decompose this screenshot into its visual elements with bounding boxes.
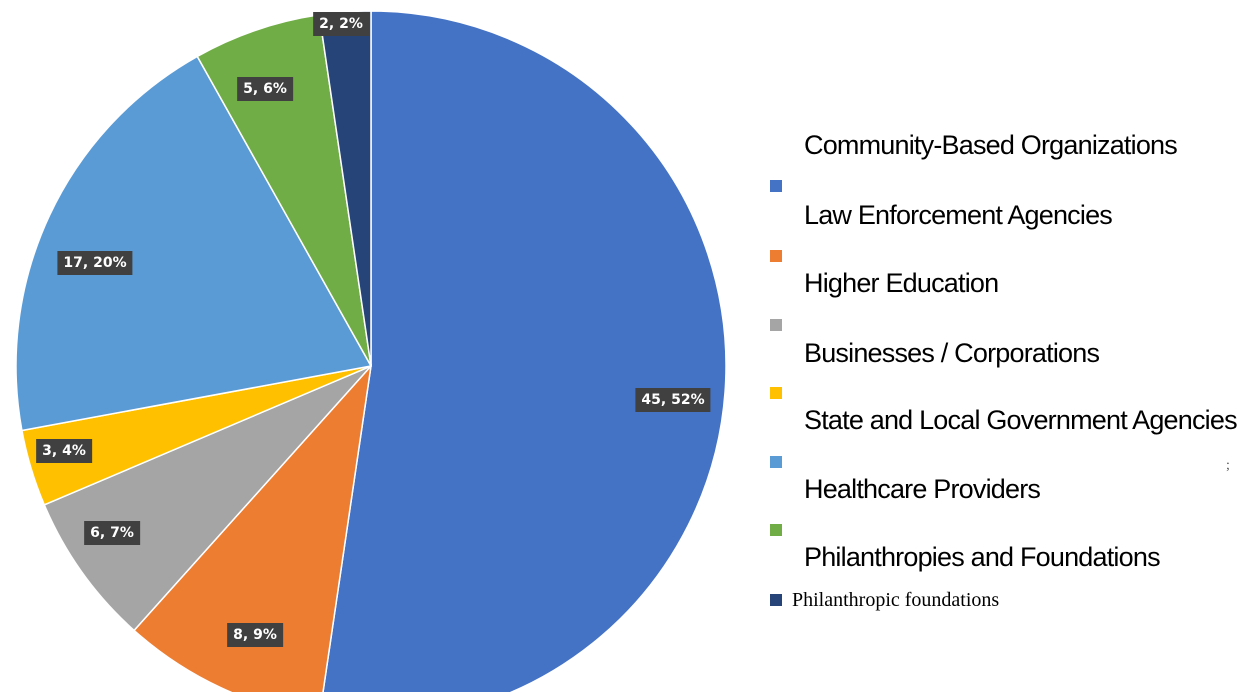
pie-slice-businesses xyxy=(43,365,372,632)
legend-label-state-local-government: State and Local Government Agencies xyxy=(804,405,1238,435)
legend-swatch-higher-education xyxy=(770,250,782,262)
data-label-state-local-government: 3, 4% xyxy=(36,439,92,463)
legend-label-healthcare: Healthcare Providers xyxy=(804,474,1041,504)
legend-swatch-businesses xyxy=(770,319,782,331)
data-label-law-enforcement: 45, 52% xyxy=(635,388,711,412)
legend-swatch-philanthropic-foundations xyxy=(770,594,782,606)
stray-mark: ; xyxy=(1226,458,1230,473)
legend-swatch-healthcare xyxy=(770,456,782,468)
data-label-businesses: 6, 7% xyxy=(84,521,140,545)
legend-label-law-enforcement: Law Enforcement Agencies xyxy=(804,200,1113,230)
data-label-healthcare: 17, 20% xyxy=(57,251,133,275)
data-label-philanthropic-foundations: 2, 2% xyxy=(313,12,369,36)
pie-chart xyxy=(15,10,727,692)
pie-slice-higher-education xyxy=(133,363,373,692)
pie-slice-law-enforcement xyxy=(322,10,727,692)
legend-label-businesses: Businesses / Corporations xyxy=(804,338,1100,368)
legend-heading: Community-Based Organizations xyxy=(804,130,1178,160)
legend-label-philanthropic-foundations: Philanthropic foundations xyxy=(792,589,1000,611)
pie-slice-healthcare xyxy=(15,55,373,432)
legend-swatch-state-local-government xyxy=(770,387,782,399)
legend-swatch-philanthropies xyxy=(770,524,782,536)
legend-swatch-law-enforcement xyxy=(770,180,782,192)
legend-label-higher-education: Higher Education xyxy=(804,268,999,298)
data-label-philanthropies: 5, 6% xyxy=(237,77,293,101)
legend-label-philanthropies: Philanthropies and Foundations xyxy=(804,542,1161,572)
data-label-higher-education: 8, 9% xyxy=(227,623,283,647)
